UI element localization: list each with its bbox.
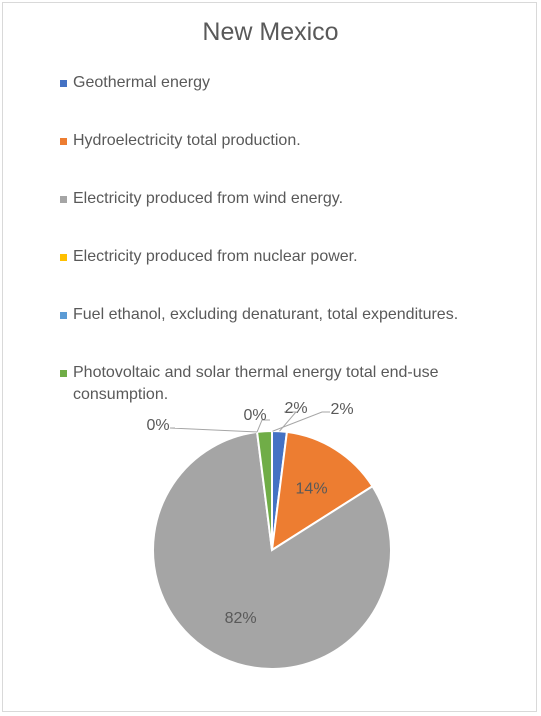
slice-wind (152, 430, 392, 670)
leader-line (256, 419, 270, 433)
legend-label: Electricity produced from nuclear power. (73, 248, 358, 265)
legend-swatch (60, 312, 67, 319)
legend-item-nuclear: Electricity produced from nuclear power. (60, 246, 520, 268)
data-label: 2% (284, 400, 307, 417)
legend-label: Geothermal energy (73, 74, 210, 91)
data-label: 0% (243, 407, 266, 424)
legend-label: Electricity produced from wind energy. (73, 190, 344, 207)
legend-swatch (60, 80, 67, 87)
legend-item-ethanol: Fuel ethanol, excluding denaturant, tota… (60, 304, 520, 326)
data-label: 14% (296, 481, 328, 498)
legend-item-solar: Photovoltaic and solar thermal energy to… (60, 362, 520, 406)
legend-swatch (60, 138, 67, 145)
legend-swatch (60, 196, 67, 203)
leader-line (272, 411, 330, 432)
legend-label: Fuel ethanol, excluding denaturant, tota… (73, 306, 459, 323)
legend-swatch (60, 254, 67, 261)
legend-label: Photovoltaic and solar thermal energy to… (73, 364, 439, 403)
leader-line (169, 427, 258, 433)
data-label: 82% (225, 610, 257, 627)
legend-swatch (60, 370, 67, 377)
slice-hydro (270, 430, 374, 552)
legend-label: Hydroelectricity total production. (73, 132, 301, 149)
data-label: 2% (330, 401, 353, 418)
legend-item-wind: Electricity produced from wind energy. (60, 188, 520, 210)
chart-title: New Mexico (202, 18, 339, 46)
legend-item-hydro: Hydroelectricity total production. (60, 130, 520, 152)
leader-line (279, 411, 298, 432)
data-label: 0% (146, 417, 169, 434)
legend-item-geothermal: Geothermal energy (60, 72, 520, 94)
